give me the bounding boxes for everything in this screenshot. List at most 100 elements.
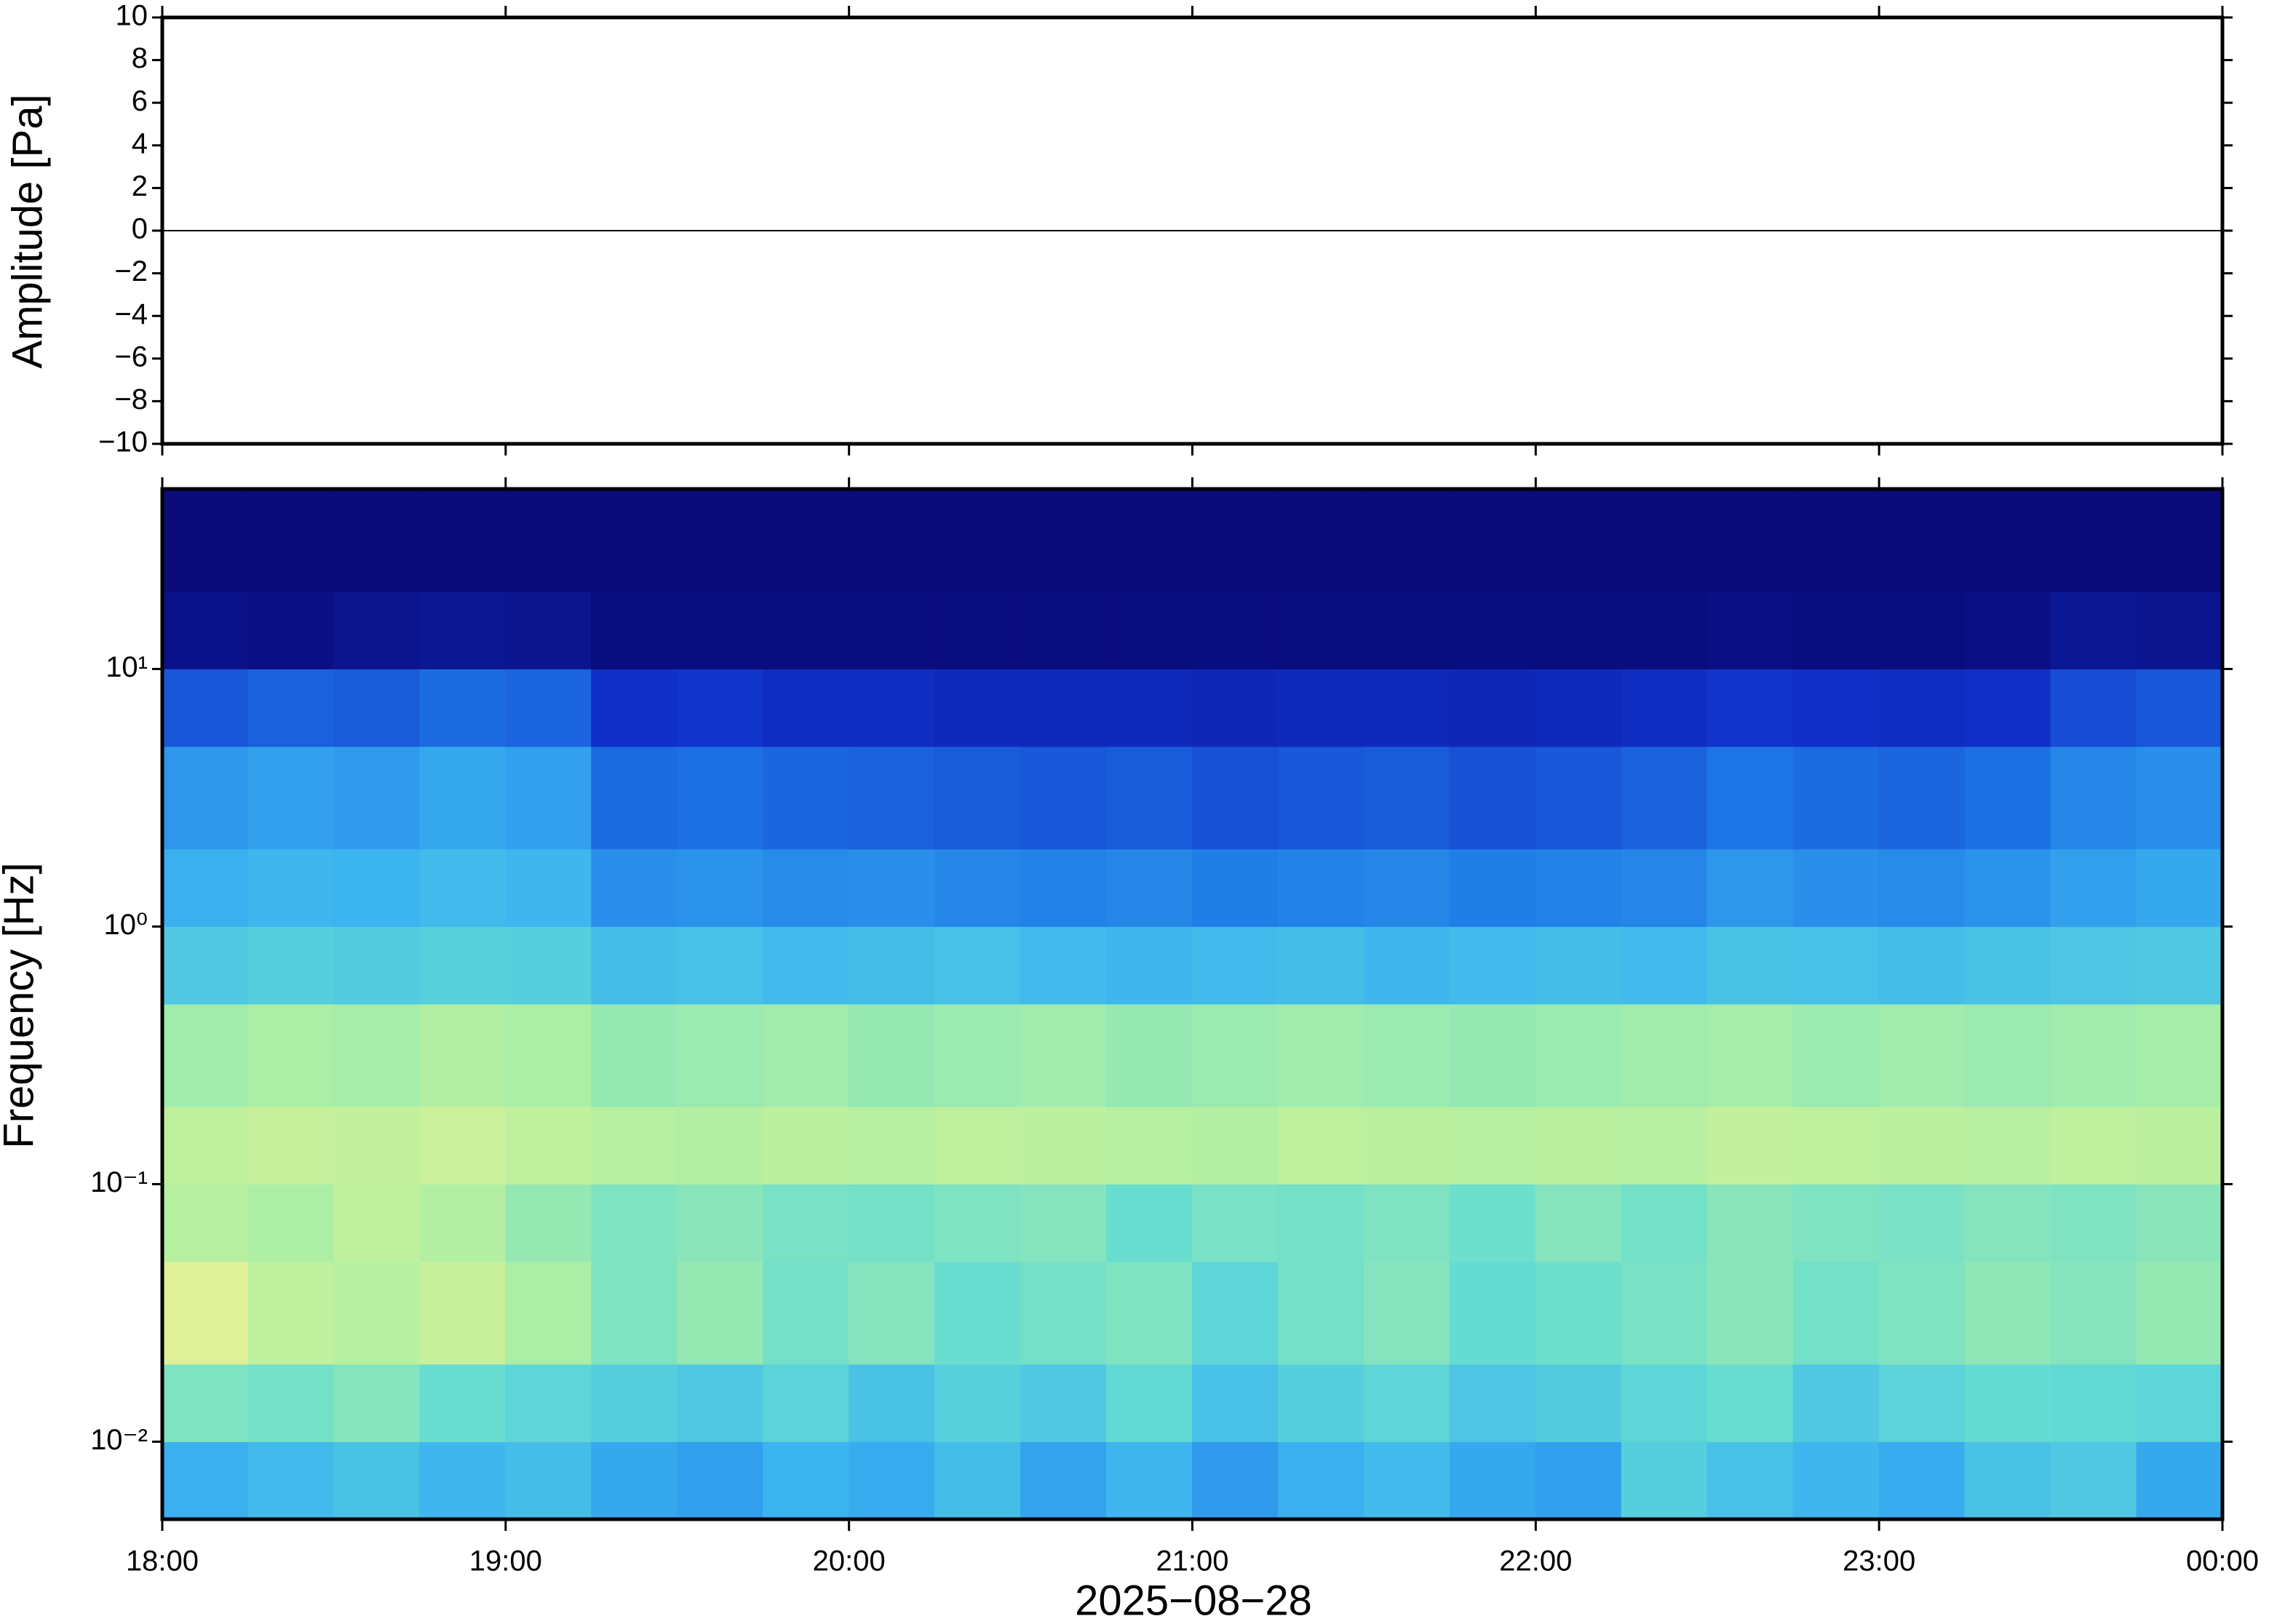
spectrogram-cell [1192,488,1279,592]
y-tick-label: −8 [114,383,148,415]
spectrogram-cell [505,1106,592,1185]
spectrogram-cell [1706,746,1794,850]
spectrogram-cell [1964,1441,2051,1520]
spectrogram-cell [1964,591,2051,669]
spectrogram-cell [2050,1003,2137,1107]
spectrogram-cell [333,591,421,669]
spectrogram-cell [1192,1364,1279,1442]
spectrogram-cell [1621,1183,1708,1262]
spectrogram-cell [1878,848,1966,927]
spectrogram-cell [162,1183,249,1262]
spectrogram-cell [591,1261,678,1365]
spectrogram-cell [849,1183,936,1262]
spectrogram-cell [1878,1261,1966,1365]
spectrogram-cell [333,1183,421,1262]
x-tick-label: 20:00 [813,1545,886,1577]
spectrogram-cell [934,1364,1022,1442]
spectrogram-cell [1363,746,1450,850]
spectrogram-cell [1363,668,1450,747]
spectrogram-cell [849,746,936,850]
spectrogram-cell [1792,1364,1880,1442]
spectrogram-cell [1363,1364,1450,1442]
spectrogram-cell [677,1441,764,1520]
spectrogram-cell [2136,1364,2223,1442]
spectrogram-cell [1535,591,1622,669]
spectrogram-cell [1792,1183,1880,1262]
spectrogram-cell [1106,488,1193,592]
spectrogram-cell [1878,1106,1966,1185]
spectrogram-cell [677,926,764,1005]
spectrogram-cell [247,1261,335,1365]
spectrogram-cell [1449,1003,1536,1107]
y-tick-label: 6 [132,85,148,117]
spectrogram-cell [934,848,1022,927]
spectrogram-cell [591,488,678,592]
spectrogram-cell [1878,926,1966,1005]
spectrogram-cell [591,848,678,927]
spectrogram-cell [162,848,249,927]
spectrogram-cell [247,488,335,592]
spectrogram-cell [763,591,850,669]
spectrogram-cell [1792,1261,1880,1365]
spectrogram-cell [1449,1364,1536,1442]
spectrogram-cell [1363,591,1450,669]
spectrogram-cell [763,488,850,592]
spectrogram-cell [1277,488,1364,592]
spectrogram-cell [419,1441,506,1520]
spectrogram-cell [1449,488,1536,592]
spectrogram-cell [1192,668,1279,747]
spectrogram-cell [1106,1106,1193,1185]
x-axis-label: 2025−08−28 [1075,1577,1312,1624]
spectrogram-cell [162,926,249,1005]
spectrogram-cell [1621,1106,1708,1185]
spectrogram-cell [1449,591,1536,669]
spectrogram-cell [1706,926,1794,1005]
spectrogram-cell [763,1364,850,1442]
spectrogram-cell [1020,1106,1108,1185]
spectrogram-cell [1964,488,2051,592]
spectrogram-cell [1020,848,1108,927]
spectrogram-cell [162,488,249,592]
y-tick-label: 8 [132,42,148,74]
spectrogram-cell [419,746,506,850]
spectrogram-cell [1878,1003,1966,1107]
spectrogram-cell [1277,1441,1364,1520]
spectrogram-cell [1535,746,1622,850]
spectrogram-cell [591,668,678,747]
spectrogram-cell [1706,1364,1794,1442]
spectrogram-cell [1363,1003,1450,1107]
spectrogram-cell [1621,1441,1708,1520]
spectrogram-cell [247,746,335,850]
spectrogram-cell [1277,668,1364,747]
spectrogram-cell [333,1364,421,1442]
spectrogram-cell [1621,848,1708,927]
spectrogram-cell [763,1183,850,1262]
spectrogram-cell [1449,1183,1536,1262]
spectrogram-cell [505,746,592,850]
spectrogram-cell [1363,1106,1450,1185]
spectrogram-cell [1277,746,1364,850]
spectrogram-cell [505,1261,592,1365]
spectrogram-cell [1449,668,1536,747]
spectrogram-cell [1020,591,1108,669]
spectrogram-cell [1106,746,1193,850]
spectrogram-cell [247,591,335,669]
spectrogram-cell [677,848,764,927]
spectrogram-cell [1363,848,1450,927]
spectrogram-cell [1277,1261,1364,1365]
spectrogram-cell [591,1441,678,1520]
spectrogram-cell [934,1106,1022,1185]
spectrogram-cell [2050,1441,2137,1520]
spectrogram-cell [1706,848,1794,927]
spectrogram-cell [1878,746,1966,850]
spectrogram-cell [1449,1106,1536,1185]
spectrogram-cell [247,1003,335,1107]
x-tick-label: 21:00 [1156,1545,1228,1577]
spectrogram-cell [247,848,335,927]
spectrogram-cell [1535,1106,1622,1185]
spectrogram-cell [1020,1003,1108,1107]
spectrogram-cell [1535,848,1622,927]
y-tick-label: −6 [114,341,148,373]
spectrogram-cell [333,746,421,850]
spectrogram-cell [849,926,936,1005]
